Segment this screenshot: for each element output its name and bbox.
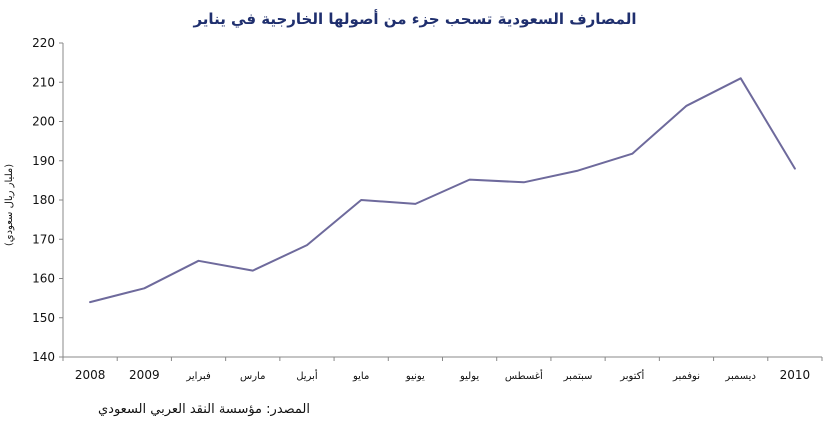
- data-point: [89, 301, 91, 303]
- x-tick-label: أغسطس: [505, 369, 543, 382]
- x-tick-label: أكتوبر: [619, 369, 644, 382]
- data-point: [523, 181, 525, 183]
- y-tick-label: 140: [32, 350, 55, 364]
- y-tick-label: 180: [32, 193, 55, 207]
- data-point: [469, 178, 471, 181]
- data-point: [631, 153, 633, 155]
- y-tick-label: 200: [32, 115, 55, 129]
- y-tick-label: 150: [32, 311, 55, 325]
- data-point: [252, 270, 254, 272]
- x-tick-label: 2008: [75, 368, 106, 382]
- y-tick-label: 190: [32, 154, 55, 168]
- data-point: [577, 169, 579, 172]
- data-point: [685, 105, 688, 107]
- y-axis-label: (مليار ريال سعودي): [4, 164, 15, 246]
- y-tick-label: 220: [32, 36, 55, 50]
- data-point: [414, 203, 416, 205]
- y-tick-label: 210: [32, 75, 55, 89]
- data-point: [794, 168, 796, 170]
- chart-title: المصارف السعودية تسحب جزء من أصولها الخا…: [193, 10, 637, 28]
- series-line: [89, 77, 796, 304]
- data-point: [306, 244, 308, 246]
- y-tick-label: 160: [32, 272, 55, 286]
- x-tick-label: نوفمبر: [672, 371, 700, 382]
- x-tick-label: أبريل: [296, 369, 318, 382]
- ticks: 140 150 160 170 180 190 200 210 220 2008 2009 فبراي…: [32, 36, 823, 382]
- x-tick-label: ديسمبر: [724, 371, 755, 382]
- x-tick-label: يوليو: [459, 371, 479, 382]
- x-tick-label: مايو: [352, 371, 369, 382]
- x-tick-label: فبراير: [185, 371, 211, 382]
- data-point: [360, 199, 362, 201]
- source-note: المصدر: مؤسسة النقد العربي السعودي: [98, 402, 310, 417]
- data-point: [740, 77, 742, 79]
- x-tick-label: 2009: [129, 368, 160, 382]
- data-point: [197, 260, 200, 262]
- x-tick-label: يونيو: [405, 371, 425, 382]
- x-tick-label: 2010: [780, 368, 811, 382]
- x-tick-label: مارس: [240, 371, 265, 382]
- data-point: [143, 287, 145, 289]
- y-tick-label: 170: [32, 232, 55, 246]
- axes: [62, 43, 822, 358]
- x-tick-label: سبتمبر: [563, 371, 593, 382]
- series: [89, 77, 796, 304]
